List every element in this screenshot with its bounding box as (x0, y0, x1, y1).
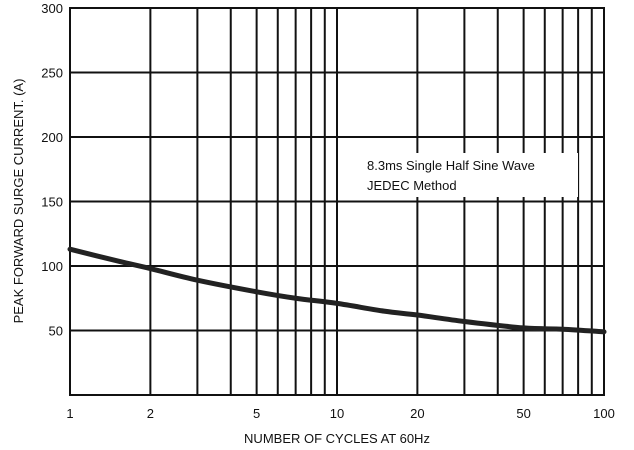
x-tick-label-20: 20 (410, 406, 424, 421)
plot-frame (69, 7, 605, 396)
x-tick-label-2: 2 (147, 406, 154, 421)
grid-lines (70, 8, 604, 395)
annotation-line-2: JEDEC Method (367, 178, 457, 193)
y-axis-title: PEAK FORWARD SURGE CURRENT. (A) (11, 79, 26, 324)
y-tick-label-50: 50 (49, 324, 63, 339)
x-tick-labels: 1 2 5 10 20 50 100 (66, 406, 614, 421)
series-layer (67, 246, 607, 335)
y-tick-label-200: 200 (41, 130, 63, 145)
annotation-line-1: 8.3ms Single Half Sine Wave (367, 158, 535, 173)
x-tick-label-50: 50 (516, 406, 530, 421)
x-tick-label-100: 100 (593, 406, 615, 421)
y-tick-label-150: 150 (41, 195, 63, 210)
x-tick-label-1: 1 (66, 406, 73, 421)
y-tick-label-300: 300 (41, 1, 63, 16)
surge-current-curve (67, 246, 607, 335)
x-tick-label-5: 5 (253, 406, 260, 421)
y-tick-label-100: 100 (41, 259, 63, 274)
x-axis-title: NUMBER OF CYCLES AT 60Hz (244, 431, 430, 446)
annotation-backdrop (357, 153, 578, 197)
y-tick-labels: 50 100 150 200 250 300 (41, 1, 63, 339)
x-tick-label-10: 10 (330, 406, 344, 421)
y-tick-label-250: 250 (41, 66, 63, 81)
